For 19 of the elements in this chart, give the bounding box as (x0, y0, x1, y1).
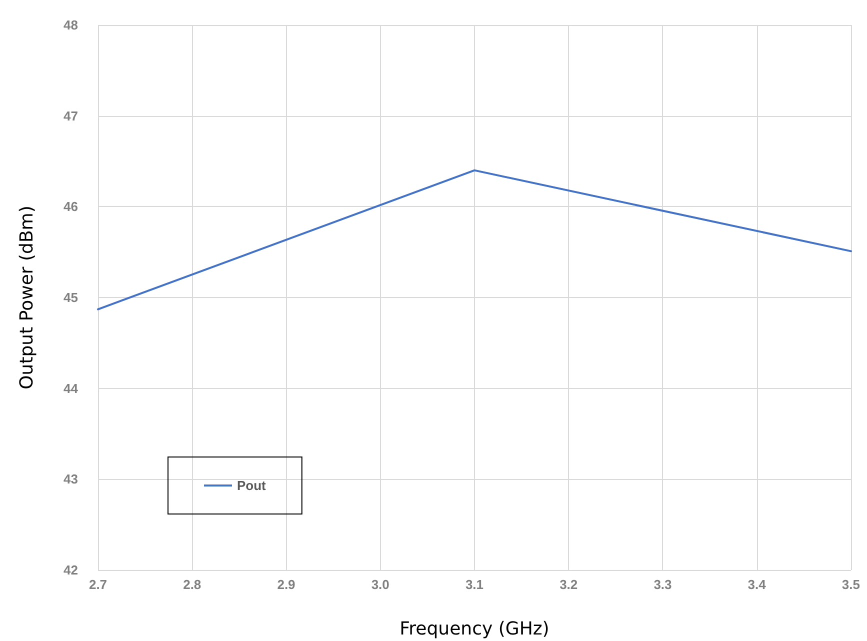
x-tick-label: 2.9 (277, 577, 296, 592)
y-tick-label: 47 (64, 108, 78, 124)
x-tick-label: 3.4 (748, 577, 767, 592)
y-tick-label: 48 (64, 18, 78, 32)
y-tick-label: 43 (64, 472, 78, 487)
x-tick-label: 3.1 (465, 577, 484, 592)
y-tick-label: 45 (64, 290, 78, 305)
x-tick-label: 2.8 (183, 577, 202, 592)
x-tick-label: 3.0 (371, 577, 390, 592)
x-tick-label: 2.7 (88, 577, 108, 592)
y-tick-label: 44 (64, 380, 79, 396)
x-tick-label: 3.5 (842, 577, 860, 592)
y-axis-title: Output Power (dBm) (16, 206, 38, 390)
legend-label: Pout (237, 478, 267, 493)
x-tick-label: 3.2 (560, 577, 578, 592)
x-axis-title: Frequency (GHz) (400, 618, 550, 640)
x-tick-label: 3.3 (654, 577, 672, 592)
y-tick-label: 46 (64, 199, 78, 214)
y-tick-label: 42 (64, 562, 78, 578)
